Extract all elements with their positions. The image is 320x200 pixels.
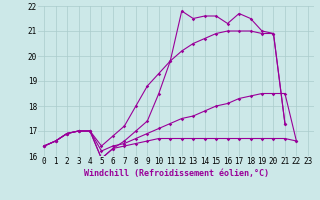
X-axis label: Windchill (Refroidissement éolien,°C): Windchill (Refroidissement éolien,°C) bbox=[84, 169, 268, 178]
